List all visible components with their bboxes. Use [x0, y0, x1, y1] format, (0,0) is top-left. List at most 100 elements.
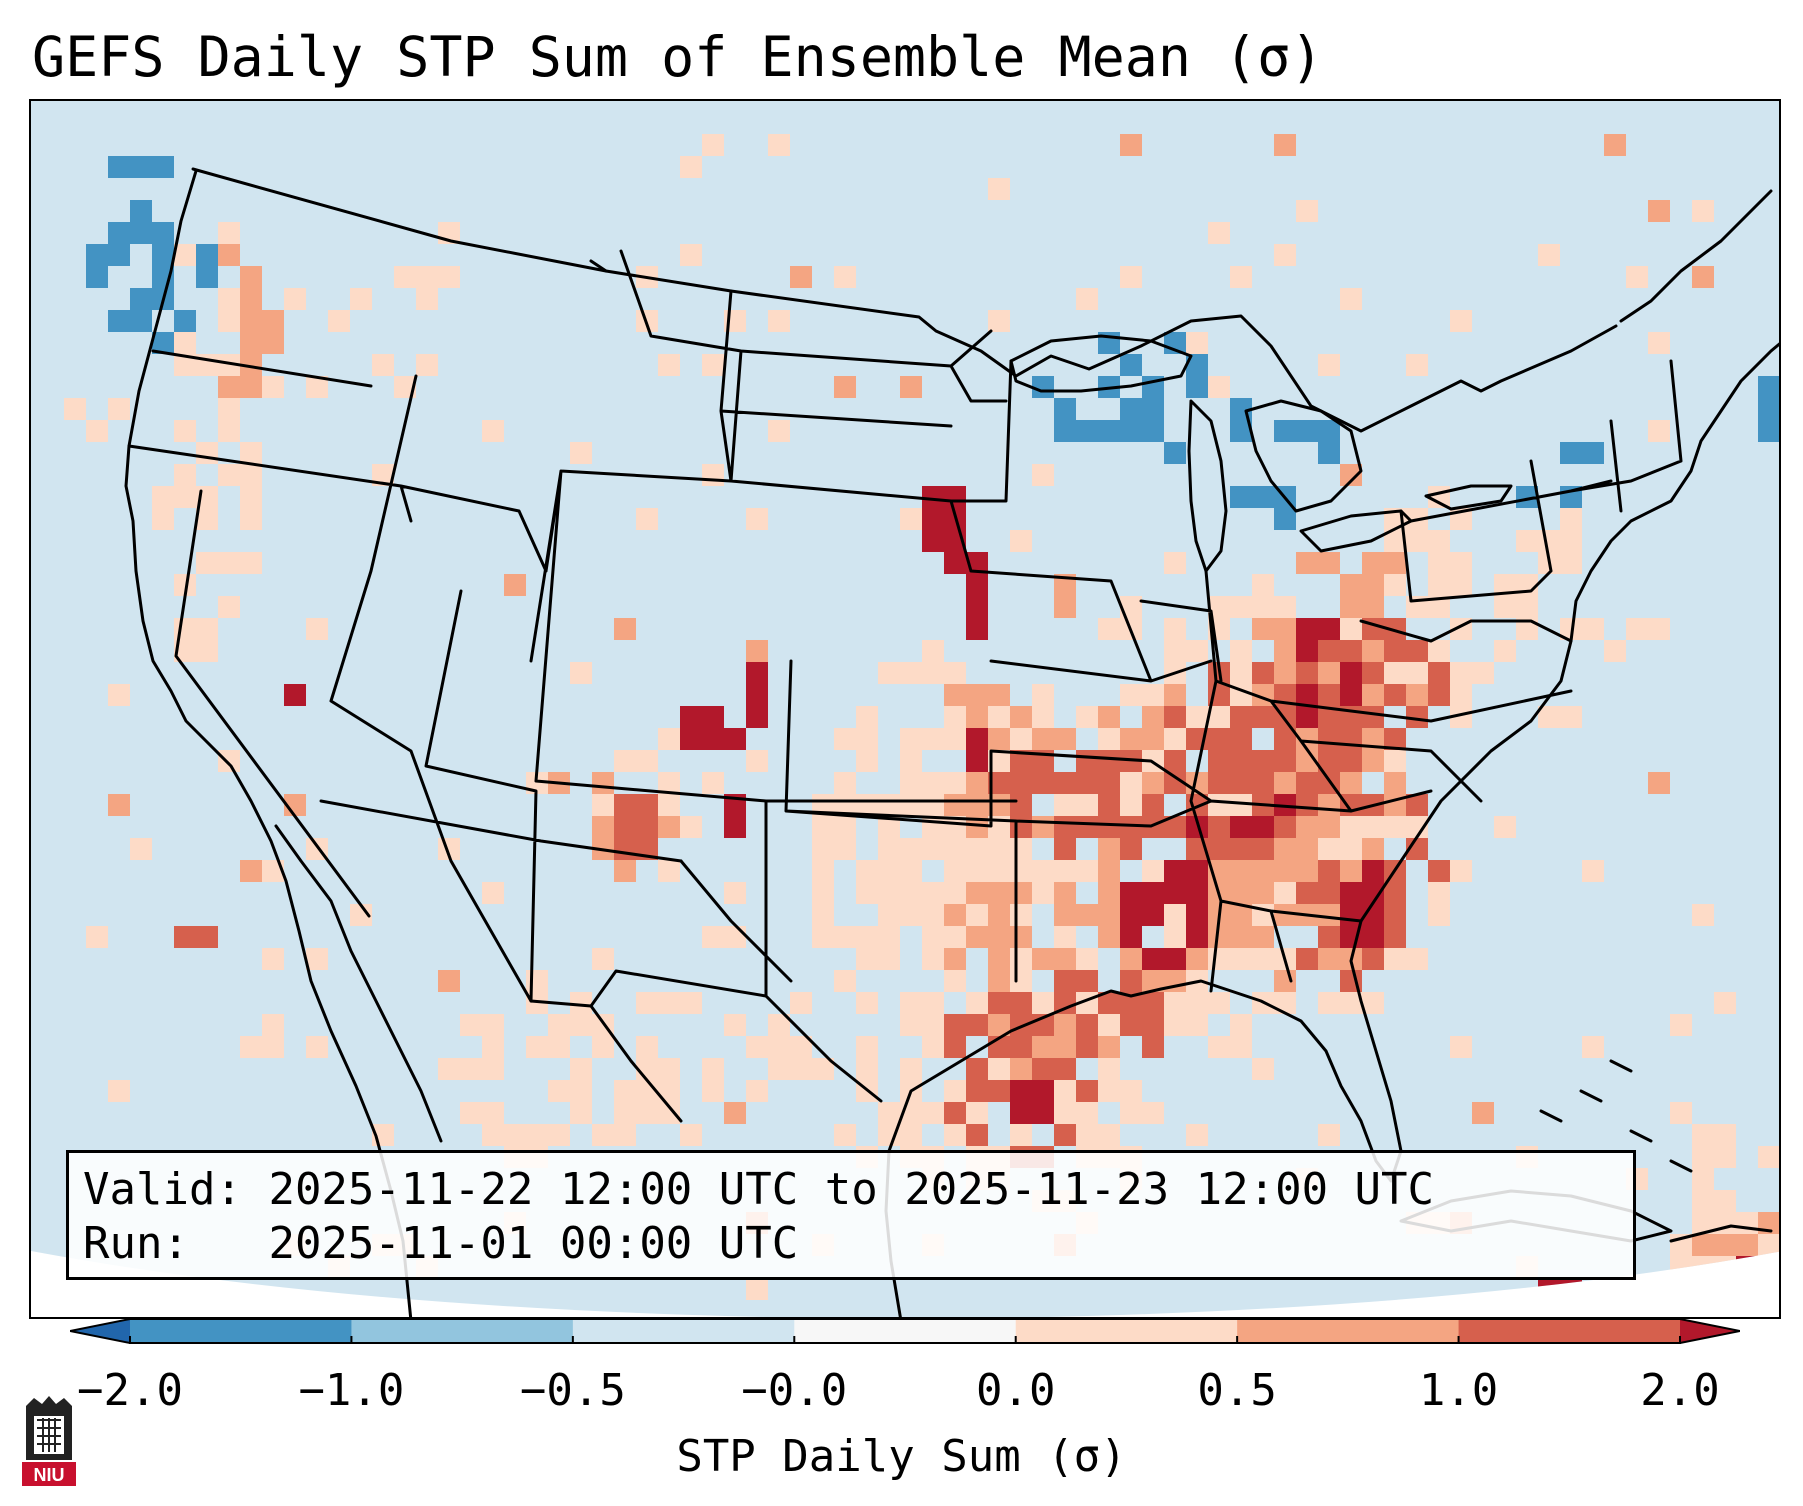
stp-cell [218, 244, 240, 266]
stp-cell [1142, 1102, 1164, 1124]
stp-cell [680, 706, 702, 728]
stp-cell [1714, 992, 1736, 1014]
stp-cell [680, 728, 702, 750]
stp-cell [1274, 904, 1296, 926]
stp-cell [1648, 332, 1670, 354]
stp-cell [1516, 486, 1538, 508]
stp-cell [856, 706, 878, 728]
stp-cell [86, 420, 108, 442]
stp-cell [636, 992, 658, 1014]
stp-cell [482, 1102, 504, 1124]
stp-cell [1120, 948, 1142, 970]
stp-cell [1054, 1080, 1076, 1102]
stp-cell [1230, 1014, 1252, 1036]
stp-cell [196, 508, 218, 530]
stp-cell [1230, 1036, 1252, 1058]
stp-cell [1120, 266, 1142, 288]
stp-cell [1758, 1234, 1779, 1256]
stp-cell [1340, 992, 1362, 1014]
colorbar-tick-label: −2.0 [77, 1365, 183, 1416]
stp-cell [724, 816, 746, 838]
stp-cell [966, 794, 988, 816]
stp-cell [1692, 1168, 1714, 1190]
stp-cell [1076, 1080, 1098, 1102]
stp-cell [900, 376, 922, 398]
map-panel[interactable] [29, 99, 1781, 1319]
stp-cell [1120, 772, 1142, 794]
stp-cell [1406, 354, 1428, 376]
stp-cell [636, 508, 658, 530]
stp-cell [416, 288, 438, 310]
stp-cell [768, 310, 790, 332]
stp-cell [1208, 838, 1230, 860]
stp-cell [1340, 574, 1362, 596]
stp-cell [548, 1014, 570, 1036]
stp-cell [944, 1080, 966, 1102]
stp-cell [1032, 882, 1054, 904]
stp-cell [1186, 882, 1208, 904]
stp-cell [746, 1278, 768, 1300]
stp-cell [1318, 926, 1340, 948]
stp-cell [1142, 398, 1164, 420]
stp-cell [218, 222, 240, 244]
stp-cell [900, 662, 922, 684]
stp-cell [1032, 860, 1054, 882]
stp-cell [1274, 860, 1296, 882]
colorbar-bin [794, 1319, 1017, 1343]
stp-cell [1098, 926, 1120, 948]
stp-cell [988, 772, 1010, 794]
stp-cell [1230, 640, 1252, 662]
stp-cell [1296, 420, 1318, 442]
stp-cell [174, 420, 196, 442]
stp-cell [1340, 838, 1362, 860]
stp-cell [944, 772, 966, 794]
stp-cell [570, 442, 592, 464]
stp-cell [966, 1124, 988, 1146]
stp-cell [680, 816, 702, 838]
stp-cell [1010, 948, 1032, 970]
stp-cell [1252, 750, 1274, 772]
stp-cell [570, 662, 592, 684]
stp-cell [1274, 640, 1296, 662]
stp-cell [1076, 772, 1098, 794]
stp-cell [1428, 882, 1450, 904]
stp-cell [1780, 442, 1781, 464]
stp-cell [1120, 970, 1142, 992]
colorbar-bin [351, 1319, 574, 1343]
stp-cell [1076, 750, 1098, 772]
stp-cell [1648, 200, 1670, 222]
stp-cell [218, 310, 240, 332]
stp-cell [196, 442, 218, 464]
stp-cell [1582, 442, 1604, 464]
stp-cell [1032, 1102, 1054, 1124]
stp-cell [262, 860, 284, 882]
stp-cell [174, 244, 196, 266]
stp-cell [1538, 244, 1560, 266]
stp-cell [922, 508, 944, 530]
stp-cell [878, 948, 900, 970]
stp-cell [1164, 706, 1186, 728]
colorbar-extend-low [70, 1319, 130, 1343]
stp-cell [1274, 244, 1296, 266]
stp-cell [1164, 684, 1186, 706]
stp-cell [130, 288, 152, 310]
run-label: Run: [83, 1218, 189, 1269]
stp-cell [1626, 266, 1648, 288]
stp-cell [1780, 420, 1781, 442]
stp-cell [1164, 926, 1186, 948]
stp-cell [1208, 992, 1230, 1014]
stp-cell [152, 486, 174, 508]
stp-cell [746, 1036, 768, 1058]
stp-cell [966, 750, 988, 772]
stp-cell [1384, 530, 1406, 552]
stp-cell [966, 728, 988, 750]
stp-cell [614, 1124, 636, 1146]
stp-cell [1318, 794, 1340, 816]
stp-cell [86, 244, 108, 266]
stp-cell [900, 882, 922, 904]
valid-label: Valid: [83, 1164, 242, 1215]
stp-cell [570, 1080, 592, 1102]
stp-cell [1296, 948, 1318, 970]
stp-cell [174, 464, 196, 486]
stp-cell [1692, 904, 1714, 926]
